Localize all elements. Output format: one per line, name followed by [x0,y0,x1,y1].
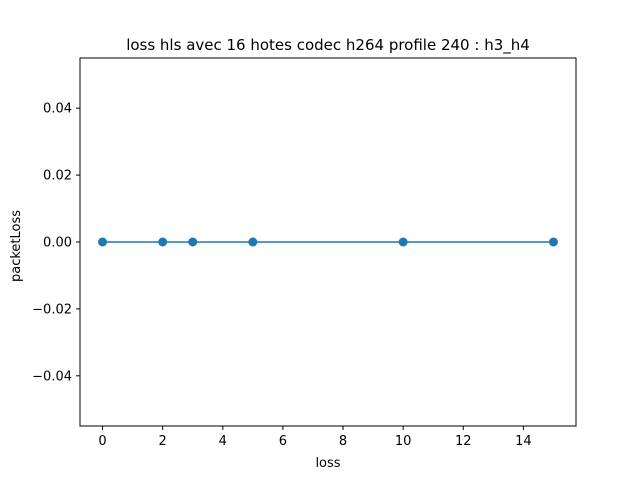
data-point [398,237,408,247]
x-tick-label: 0 [98,434,106,449]
x-tick-label: 8 [339,434,347,449]
x-tick-label: 12 [455,434,472,449]
x-tick-label: 4 [219,434,227,449]
x-tick-label: 6 [279,434,287,449]
y-tick-label: 0.02 [43,169,72,184]
axes-frame [79,57,577,427]
data-point [98,237,108,247]
x-tick-label: 2 [159,434,167,449]
x-axis: 0 2 4 6 8 10 12 14 [98,426,532,449]
y-axis-label: packetLoss [9,210,24,282]
series-layer [98,237,558,247]
x-axis-label: loss [315,456,340,471]
y-axis: −0.04 −0.02 0.00 0.02 0.04 [32,102,80,384]
data-point [548,237,558,247]
y-tick-label: −0.04 [32,369,72,384]
y-tick-label: 0.00 [43,236,72,251]
y-tick-label: 0.04 [43,102,72,117]
data-point [188,237,198,247]
y-tick-label: −0.02 [32,302,72,317]
axes-border [79,57,577,427]
x-tick-label: 10 [395,434,412,449]
x-tick-label: 14 [515,434,532,449]
data-point [248,237,258,247]
chart-title: loss hls avec 16 hotes codec h264 profil… [126,36,530,55]
data-point [158,237,168,247]
